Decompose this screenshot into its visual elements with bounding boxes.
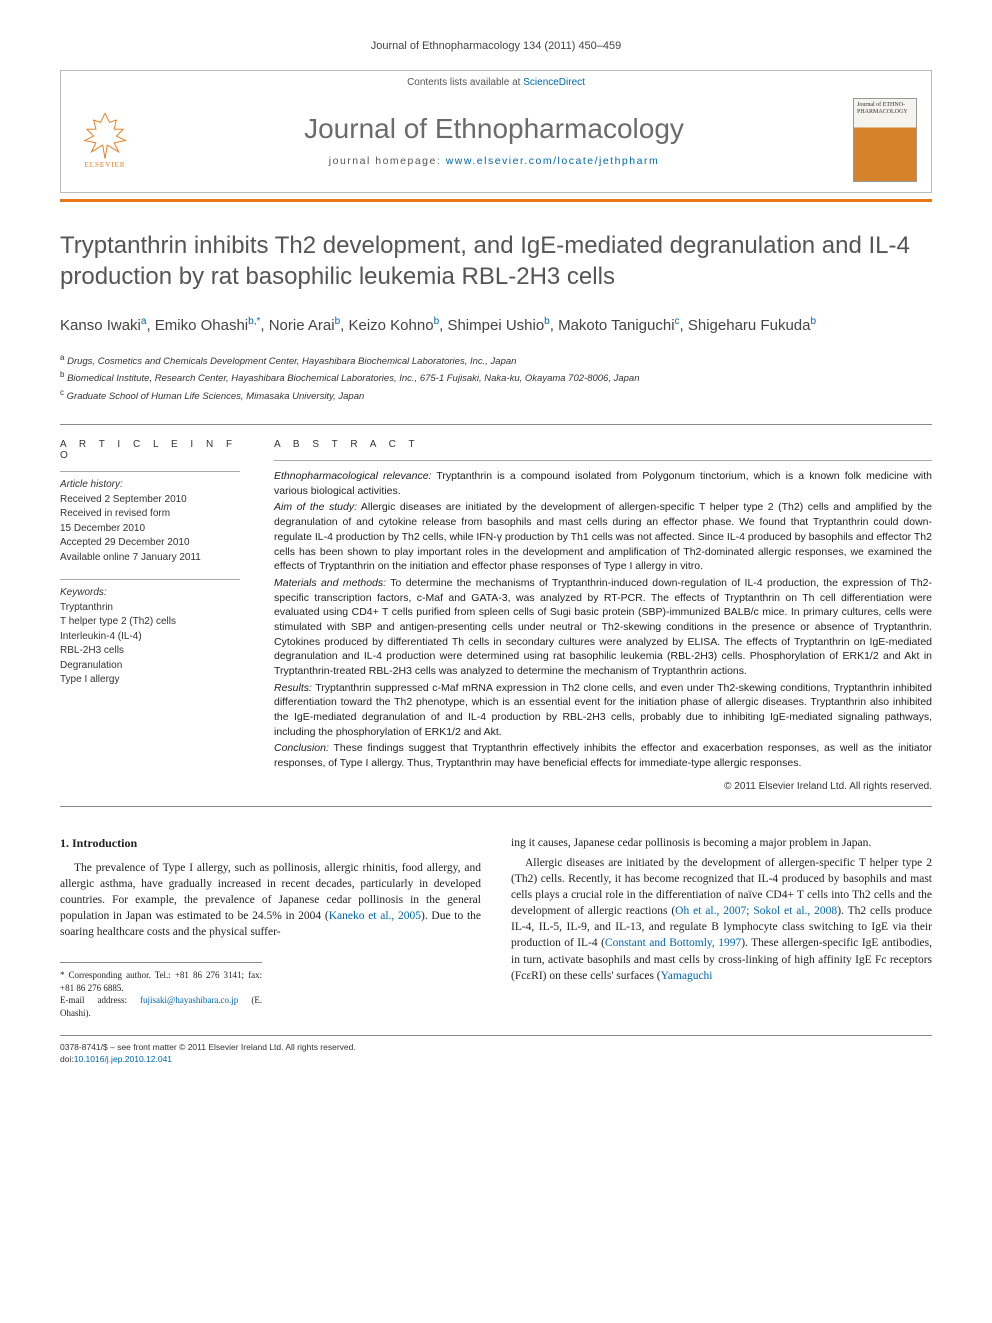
- accent-rule: [60, 199, 932, 202]
- history-line: Available online 7 January 2011: [60, 551, 240, 566]
- corresponding-email-line: E-mail address: fujisaki@hayashibara.co.…: [60, 994, 262, 1019]
- citation-link[interactable]: Kaneko et al., 2005: [329, 910, 421, 922]
- section-divider: [60, 806, 932, 807]
- author-list: Kanso Iwakia, Emiko Ohashib,*, Norie Ara…: [60, 314, 932, 338]
- abstract-copyright: © 2011 Elsevier Ireland Ltd. All rights …: [274, 781, 932, 792]
- footnotes: * Corresponding author. Tel.: +81 86 276…: [60, 962, 262, 1019]
- keyword-line: RBL-2H3 cells: [60, 644, 240, 659]
- abstract-body: Ethnopharmacological relevance: Tryptant…: [274, 460, 932, 771]
- cover-title: Journal of ETHNO-PHARMACOLOGY: [857, 102, 913, 115]
- citation-link[interactable]: Constant and Bottomly, 1997: [605, 937, 741, 949]
- keyword-line: Type I allergy: [60, 673, 240, 688]
- history-line: Accepted 29 December 2010: [60, 536, 240, 551]
- history-label: Article history:: [60, 478, 240, 493]
- journal-homepage-line: journal homepage: www.elsevier.com/locat…: [135, 155, 853, 167]
- history-line: Received in revised form: [60, 507, 240, 522]
- abstract-paragraph: Ethnopharmacological relevance: Tryptant…: [274, 469, 932, 498]
- corresponding-author-note: * Corresponding author. Tel.: +81 86 276…: [60, 969, 262, 994]
- journal-cover-thumbnail: Journal of ETHNO-PHARMACOLOGY: [853, 98, 917, 182]
- email-label: E-mail address:: [60, 995, 140, 1005]
- doi-line: doi:10.1016/j.jep.2010.12.041: [60, 1054, 932, 1066]
- journal-name: Journal of Ethnopharmacology: [135, 113, 853, 145]
- keywords-label: Keywords:: [60, 586, 240, 601]
- abstract-paragraph: Aim of the study: Allergic diseases are …: [274, 500, 932, 573]
- history-line: 15 December 2010: [60, 522, 240, 537]
- abstract-paragraph: Conclusion: These findings suggest that …: [274, 741, 932, 770]
- article-info-column: A R T I C L E I N F O Article history: R…: [60, 439, 240, 792]
- article-title: Tryptanthrin inhibits Th2 development, a…: [60, 230, 932, 292]
- contents-available-line: Contents lists available at ScienceDirec…: [285, 77, 708, 88]
- elsevier-tree-icon: [82, 111, 128, 161]
- keywords-block: Keywords: TryptanthrinT helper type 2 (T…: [60, 579, 240, 688]
- journal-masthead: Contents lists available at ScienceDirec…: [60, 70, 932, 193]
- body-columns: 1. Introduction The prevalence of Type I…: [60, 835, 932, 1020]
- affiliation-line: a Drugs, Cosmetics and Chemicals Develop…: [60, 352, 932, 369]
- affiliation-line: c Graduate School of Human Life Sciences…: [60, 387, 932, 404]
- affiliations: a Drugs, Cosmetics and Chemicals Develop…: [60, 352, 932, 404]
- sciencedirect-link[interactable]: ScienceDirect: [523, 77, 585, 88]
- homepage-prefix: journal homepage:: [329, 155, 446, 167]
- affiliation-line: b Biomedical Institute, Research Center,…: [60, 369, 932, 386]
- article-history-block: Article history: Received 2 September 20…: [60, 471, 240, 565]
- running-head: Journal of Ethnopharmacology 134 (2011) …: [60, 40, 932, 52]
- keyword-line: T helper type 2 (Th2) cells: [60, 615, 240, 630]
- email-link[interactable]: fujisaki@hayashibara.co.jp: [140, 995, 238, 1005]
- intro-paragraph-2: Allergic diseases are initiated by the d…: [511, 855, 932, 984]
- keyword-line: Tryptanthrin: [60, 601, 240, 616]
- doi-link[interactable]: 10.1016/j.jep.2010.12.041: [74, 1054, 172, 1064]
- doi-label: doi:: [60, 1054, 74, 1064]
- elsevier-label: ELSEVIER: [84, 161, 125, 169]
- abstract-column: A B S T R A C T Ethnopharmacological rel…: [274, 439, 932, 792]
- keyword-line: Degranulation: [60, 659, 240, 674]
- body-column-left: 1. Introduction The prevalence of Type I…: [60, 835, 481, 1020]
- citation-link[interactable]: Yamaguchi: [661, 970, 713, 982]
- abstract-heading: A B S T R A C T: [274, 439, 932, 450]
- section-divider: [60, 424, 932, 425]
- front-matter-line: 0378-8741/$ – see front matter © 2011 El…: [60, 1042, 932, 1054]
- footer-imprint: 0378-8741/$ – see front matter © 2011 El…: [60, 1035, 932, 1066]
- section-heading-introduction: 1. Introduction: [60, 835, 481, 852]
- intro-paragraph-1: The prevalence of Type I allergy, such a…: [60, 860, 481, 940]
- intro-paragraph-cont: ing it causes, Japanese cedar pollinosis…: [511, 835, 932, 851]
- article-info-heading: A R T I C L E I N F O: [60, 439, 240, 461]
- elsevier-logo: ELSEVIER: [75, 105, 135, 175]
- contents-prefix: Contents lists available at: [407, 77, 523, 88]
- history-line: Received 2 September 2010: [60, 493, 240, 508]
- abstract-paragraph: Results: Tryptanthrin suppressed c-Maf m…: [274, 681, 932, 740]
- citation-link[interactable]: Oh et al., 2007; Sokol et al., 2008: [675, 905, 837, 917]
- abstract-paragraph: Materials and methods: To determine the …: [274, 576, 932, 679]
- keyword-line: Interleukin-4 (IL-4): [60, 630, 240, 645]
- body-column-right: ing it causes, Japanese cedar pollinosis…: [511, 835, 932, 1020]
- journal-homepage-link[interactable]: www.elsevier.com/locate/jethpharm: [446, 155, 660, 167]
